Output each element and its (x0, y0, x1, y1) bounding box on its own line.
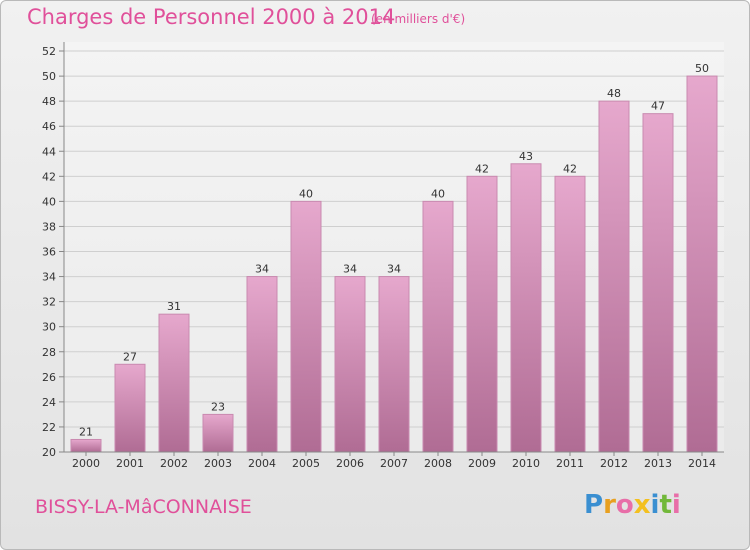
x-tick-label: 2003 (204, 457, 232, 470)
bar (422, 200, 454, 453)
bar (158, 313, 190, 453)
y-tick-label: 44 (42, 145, 56, 158)
chart-title: Charges de Personnel 2000 à 2014 (27, 5, 396, 29)
bar-value-label: 42 (563, 162, 577, 175)
x-tick-label: 2004 (248, 457, 276, 470)
bar (466, 175, 498, 453)
logo-letter: i (671, 490, 681, 520)
y-tick-label: 30 (42, 321, 56, 334)
bar (202, 413, 234, 453)
x-tick-label: 2008 (424, 457, 452, 470)
x-tick-label: 2010 (512, 457, 540, 470)
logo-letter: P (584, 490, 604, 520)
bar (642, 113, 674, 453)
x-tick-label: 2007 (380, 457, 408, 470)
bar (246, 276, 278, 453)
bar-value-label: 27 (123, 350, 137, 363)
x-tick-label: 2012 (600, 457, 628, 470)
bar-value-label: 34 (387, 263, 401, 276)
y-tick-label: 34 (42, 271, 56, 284)
logo-letter: r (603, 490, 616, 520)
x-tick-label: 2002 (160, 457, 188, 470)
x-tick-label: 2005 (292, 457, 320, 470)
y-tick-label: 38 (42, 220, 56, 233)
y-tick-label: 40 (42, 195, 56, 208)
y-tick-label: 24 (42, 396, 56, 409)
y-tick-label: 26 (42, 371, 56, 384)
y-tick-label: 36 (42, 246, 56, 259)
bar (290, 200, 322, 453)
bar (510, 163, 542, 453)
x-tick-label: 2009 (468, 457, 496, 470)
y-tick-label: 28 (42, 346, 56, 359)
bar-value-label: 21 (79, 425, 93, 438)
bar-chart: 20 22 24 26 28 30 32 34 36 38 40 42 44 46 48 50 52 21 27 3… (42, 42, 724, 470)
x-tick-label: 2001 (116, 457, 144, 470)
bar (334, 276, 366, 453)
bar-value-label: 47 (651, 100, 665, 113)
logo-letter: t (659, 490, 672, 520)
bar (554, 175, 586, 453)
logo-letter: o (615, 490, 634, 520)
bar-value-label: 31 (167, 300, 181, 313)
x-tick-label: 2013 (644, 457, 672, 470)
y-tick-label: 42 (42, 170, 56, 183)
bar (686, 75, 718, 453)
bar (378, 276, 410, 453)
x-tick-label: 2006 (336, 457, 364, 470)
x-tick-label: 2011 (556, 457, 584, 470)
commune-name: BISSY-LA-MâCONNAISE (35, 496, 252, 518)
bar (114, 363, 146, 453)
bar-value-label: 50 (695, 62, 709, 75)
bar-value-label: 42 (475, 162, 489, 175)
y-tick-label: 50 (42, 70, 56, 83)
logo-letter: x (633, 490, 651, 520)
proxiti-logo: Proxiti (584, 490, 681, 520)
y-tick-label: 52 (42, 45, 56, 58)
bar-value-label: 40 (299, 187, 313, 200)
chart-subtitle: (en milliers d'€) (371, 12, 466, 26)
logo-letter: i (650, 490, 660, 520)
y-tick-label: 32 (42, 296, 56, 309)
y-tick-label: 22 (42, 421, 56, 434)
bar-value-label: 34 (255, 263, 269, 276)
x-tick-label: 2014 (688, 457, 716, 470)
y-tick-label: 20 (42, 446, 56, 459)
bar-value-label: 40 (431, 187, 445, 200)
bar-value-label: 43 (519, 150, 533, 163)
bar (70, 438, 102, 453)
bar-value-label: 48 (607, 87, 621, 100)
y-tick-label: 46 (42, 120, 56, 133)
bar-value-label: 23 (211, 400, 225, 413)
x-tick-label: 2000 (72, 457, 100, 470)
bar-value-label: 34 (343, 263, 357, 276)
bar (598, 100, 630, 453)
y-tick-label: 48 (42, 95, 56, 108)
